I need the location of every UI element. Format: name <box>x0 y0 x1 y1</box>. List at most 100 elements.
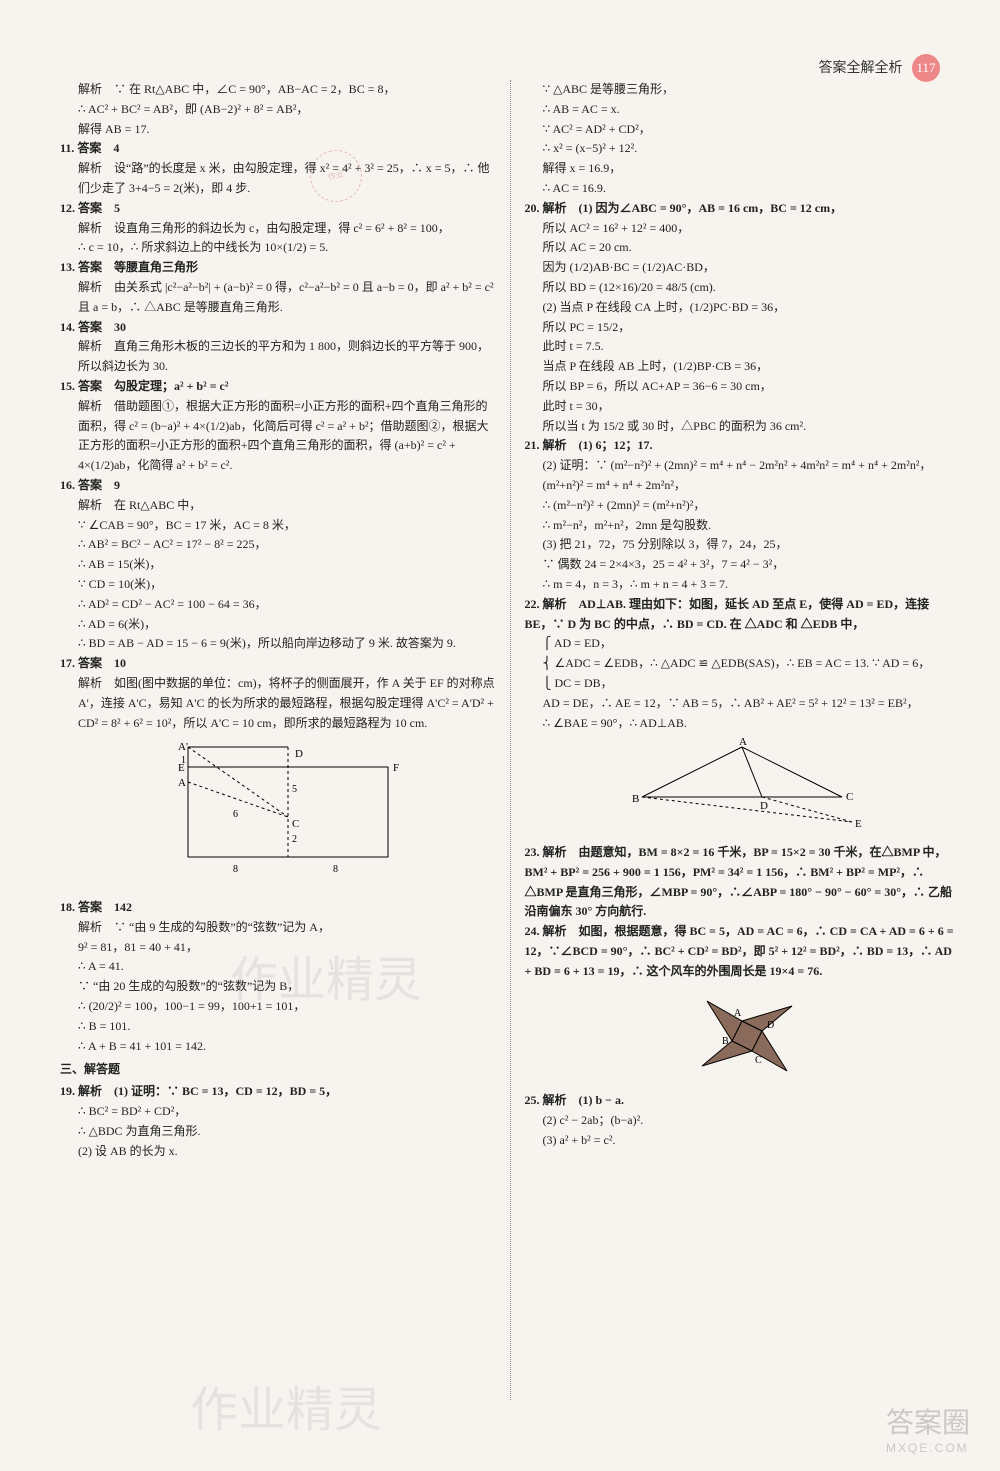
label-E: E <box>855 818 862 830</box>
label-A: A <box>178 777 186 789</box>
figure-22: A B C D E <box>525 737 961 839</box>
line-text: (2) 证明：∵ (m²−n²)² + (2mn)² = m⁴ + n⁴ − 2… <box>525 456 961 476</box>
item-24-analysis: 24. 解析 如图，根据题意，得 BC = 5，AD = AC = 6，∴ CD… <box>525 922 961 981</box>
section-3-heading: 三、解答题 <box>60 1060 496 1080</box>
item-15-answer: 15. 答案 勾股定理；a² + b² = c² <box>60 377 496 397</box>
line-text: ∴ AD² = CD² − AC² = 100 − 64 = 36， <box>60 595 496 615</box>
item-14-answer: 14. 答案 30 <box>60 318 496 338</box>
item-11-answer: 11. 答案 4 <box>60 139 496 159</box>
line-text: ∴ AC = 16.9. <box>525 179 961 199</box>
line-text: ∴ x² = (x−5)² + 12². <box>525 139 961 159</box>
column-divider <box>510 80 511 1400</box>
num-2: 2 <box>292 834 297 845</box>
item-21-analysis: 21. 解析 (1) 6；12；17. <box>525 436 961 456</box>
right-column: ∵ △ABC 是等腰三角形， ∴ AB = AC = x. ∵ AC² = AD… <box>525 80 961 1400</box>
line-text: 所以 PC = 15/2， <box>525 318 961 338</box>
item-12-answer: 12. 答案 5 <box>60 199 496 219</box>
brand-name: 答案圈 <box>886 1407 970 1438</box>
line-text: ∵ CD = 10(米)， <box>60 575 496 595</box>
line-text: ∵ △ABC 是等腰三角形， <box>525 80 961 100</box>
line-text: ∴ AB² = BC² − AC² = 17² − 8² = 225， <box>60 535 496 555</box>
item-12-analysis: 解析 设直角三角形的斜边长为 c，由勾股定理，得 c² = 6² + 8² = … <box>60 219 496 239</box>
line-text: 所以 AC² = 16² + 12² = 400， <box>525 219 961 239</box>
page-header: 答案全解全析 117 <box>819 54 941 82</box>
line-text: ∴ AC² + BC² = AB²，即 (AB−2)² + 8² = AB²， <box>60 100 496 120</box>
line-text: (2) 当点 P 在线段 CA 上时，(1/2)PC·BD = 36， <box>525 298 961 318</box>
item-14-analysis: 解析 直角三角形木板的三边长的平方和为 1 800，则斜边长的平方等于 900，… <box>60 337 496 377</box>
line-text: (2) 设 AB 的长为 x. <box>60 1142 496 1162</box>
label-A: A <box>739 737 747 748</box>
line-text: ∴ AB = AC = x. <box>525 100 961 120</box>
item-18-answer: 18. 答案 142 <box>60 898 496 918</box>
line-text: ∵ ∠CAB = 90°，BC = 17 米，AC = 8 米， <box>60 516 496 536</box>
label-D: D <box>295 748 303 760</box>
line-text: ∴ A = 41. <box>60 957 496 977</box>
line-text: 解得 x = 16.9， <box>525 159 961 179</box>
header-title: 答案全解全析 <box>819 61 903 76</box>
item-22-analysis: 22. 解析 AD⊥AB. 理由如下：如图，延长 AD 至点 E，使得 AD =… <box>525 595 961 635</box>
line-text: ⎩ DC = DB， <box>525 674 961 694</box>
item-16-analysis: 解析 在 Rt△ABC 中， <box>60 496 496 516</box>
line-text: ∴ AD = 6(米)， <box>60 615 496 635</box>
label-B: B <box>722 1036 729 1047</box>
line-text: ∴ A + B = 41 + 101 = 142. <box>60 1037 496 1057</box>
figure-22-svg: A B C D E <box>612 737 872 832</box>
line-text: AD = DE，∴ AE = 12，∵ AB = 5，∴ AB² + AE² =… <box>525 694 961 714</box>
line-text: ∴ m = 4，n = 3，∴ m + n = 4 + 3 = 7. <box>525 575 961 595</box>
item-18-analysis: 解析 ∵ “由 9 生成的勾股数”的“弦数”记为 A， <box>60 918 496 938</box>
line-text: ∴ m²−n²，m²+n²，2mn 是勾股数. <box>525 516 961 536</box>
line-text: ∵ AC² = AD² + CD²， <box>525 120 961 140</box>
item-16-answer: 16. 答案 9 <box>60 476 496 496</box>
label-C: C <box>292 818 299 830</box>
item-15-analysis: 解析 借助题图①，根据大正方形的面积=小正方形的面积+四个直角三角形的面积，得 … <box>60 397 496 476</box>
line-text: ∵ “由 20 生成的勾股数”的“弦数”记为 B， <box>60 977 496 997</box>
line-text: ∴ AB = 15(米)， <box>60 555 496 575</box>
line-text: 此时 t = 7.5. <box>525 337 961 357</box>
figure-24: A B C D <box>525 986 961 1088</box>
item-25-analysis: 25. 解析 (1) b − a. <box>525 1091 961 1111</box>
line-text: ∵ 偶数 24 = 2×4×3，25 = 4² + 3²，7 = 4² − 3²… <box>525 555 961 575</box>
label-A: A <box>734 1008 742 1019</box>
line-text: (3) a² + b² = c². <box>525 1131 961 1151</box>
line-text: ∴ (20/2)² = 100，100−1 = 99，100+1 = 101， <box>60 997 496 1017</box>
label-Aprime: A' <box>178 741 188 753</box>
figure-24-svg: A B C D <box>677 986 807 1081</box>
line-text: 此时 t = 30， <box>525 397 961 417</box>
item-11-analysis: 解析 设“路”的长度是 x 米，由勾股定理，得 x² = 4² + 3² = 2… <box>60 159 496 199</box>
label-B: B <box>632 793 639 805</box>
line-text: 所以 AC = 20 cm. <box>525 238 961 258</box>
content-columns: 解析 ∵ 在 Rt△ABC 中，∠C = 90°，AB−AC = 2，BC = … <box>60 80 960 1400</box>
line-text: 当点 P 在线段 AB 上时，(1/2)BP·CB = 36， <box>525 357 961 377</box>
item-23-analysis: 23. 解析 由题意知，BM = 8×2 = 16 千米，BP = 15×2 =… <box>525 843 961 922</box>
item-12-analysis-b: ∴ c = 10，∴ 所求斜边上的中线长为 10×(1/2) = 5. <box>60 238 496 258</box>
brand-watermark: 答案圈 MXQE.COM <box>886 1401 970 1455</box>
label-D: D <box>760 800 768 812</box>
label-C: C <box>846 791 853 803</box>
line-text: ∴ (m²−n²)² + (2mn)² = (m²+n²)²， <box>525 496 961 516</box>
item-19-analysis: 19. 解析 (1) 证明：∵ BC = 13，CD = 12，BD = 5， <box>60 1082 496 1102</box>
item-13-answer: 13. 答案 等腰直角三角形 <box>60 258 496 278</box>
item-17-answer: 17. 答案 10 <box>60 654 496 674</box>
line-text: 9² = 81，81 = 40 + 41， <box>60 938 496 958</box>
line-text: ⎧ AD = ED， <box>525 634 961 654</box>
line-text: ∴ BC² = BD² + CD²， <box>60 1102 496 1122</box>
line-text: 所以当 t 为 15/2 或 30 时，△PBC 的面积为 36 cm². <box>525 417 961 437</box>
line-text: ∴ B = 101. <box>60 1017 496 1037</box>
label-D: D <box>767 1020 774 1031</box>
line-text: 解析 ∵ 在 Rt△ABC 中，∠C = 90°，AB−AC = 2，BC = … <box>60 80 496 100</box>
left-column: 解析 ∵ 在 Rt△ABC 中，∠C = 90°，AB−AC = 2，BC = … <box>60 80 496 1400</box>
line-text: (m²+n²)² = m⁴ + n⁴ + 2m²n²， <box>525 476 961 496</box>
page-number: 117 <box>912 54 940 82</box>
line-text: ∴ BD = AB − AD = 15 − 6 = 9(米)，所以船向岸边移动了… <box>60 634 496 654</box>
line-text: (3) 把 21，72，75 分别除以 3，得 7，24，25， <box>525 535 961 555</box>
item-17-analysis: 解析 如图(图中数据的单位：cm)，将杯子的侧面展开，作 A 关于 EF 的对称… <box>60 674 496 733</box>
num-8b: 8 <box>333 864 338 875</box>
page: 答案全解全析 117 作业 解析 ∵ 在 Rt△ABC 中，∠C = 90°，A… <box>0 0 1000 1471</box>
num-8a: 8 <box>233 864 238 875</box>
figure-17-svg: A' E A F D C 1 5 6 2 8 8 <box>148 737 408 887</box>
figure-17: A' E A F D C 1 5 6 2 8 8 <box>60 737 496 894</box>
num-6: 6 <box>233 809 238 820</box>
line-text: ∴ △BDC 为直角三角形. <box>60 1122 496 1142</box>
line-text: 所以 BD = (12×16)/20 = 48/5 (cm). <box>525 278 961 298</box>
line-text: (2) c² − 2ab；(b−a)². <box>525 1111 961 1131</box>
